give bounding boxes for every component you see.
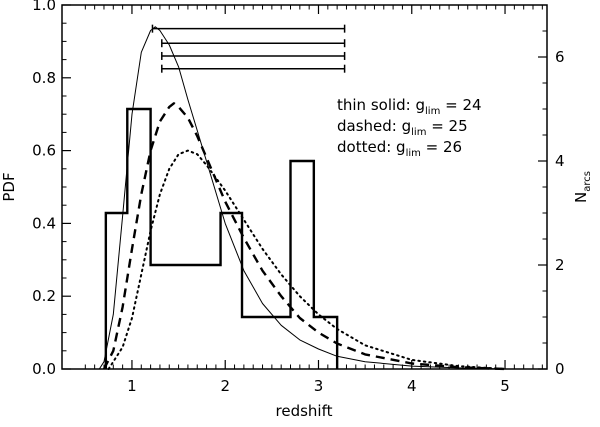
- x-axis: 1 2 3 4 5: [84, 5, 543, 395]
- error-bar: [161, 64, 346, 73]
- y-left-tick-label: 0.6: [32, 142, 56, 160]
- x-tick-label: 2: [220, 377, 230, 395]
- y-right-tick-label: 2: [555, 256, 565, 274]
- curve-dotted: [107, 149, 506, 370]
- curve-thin-solid: [98, 26, 506, 370]
- legend-entry: dashed: glim = 25: [337, 117, 468, 138]
- x-tick-label: 1: [127, 377, 137, 395]
- y-right-tick-label: 6: [555, 48, 565, 66]
- legend-entry-value: = 24: [440, 96, 481, 114]
- right-y-axis-title-main: N: [572, 192, 590, 203]
- right-y-axis-title-sub: arcs: [582, 171, 593, 192]
- legend-entry-prefix: dashed: g: [337, 117, 411, 135]
- x-tick-label: 3: [314, 377, 324, 395]
- right-y-axis: 0 2 4 6: [538, 30, 565, 378]
- plot-area: [98, 24, 506, 371]
- y-left-tick-label: 0.0: [32, 360, 56, 378]
- histogram-outline: [104, 107, 339, 369]
- legend-entry: dotted: glim = 26: [337, 138, 462, 159]
- y-left-tick-label: 0.8: [32, 69, 56, 87]
- x-axis-title: redshift: [276, 402, 333, 420]
- error-bar: [161, 39, 346, 48]
- legend-entry-value: = 25: [426, 117, 467, 135]
- right-y-axis-title: Narcs: [572, 171, 593, 203]
- y-right-tick-label: 4: [555, 152, 565, 170]
- x-tick-label: 5: [500, 377, 510, 395]
- legend-entry-prefix: thin solid: g: [337, 96, 425, 114]
- legend-entry-subscript: lim: [425, 106, 440, 117]
- curve-dashed: [102, 102, 506, 371]
- plot-frame: [61, 4, 548, 370]
- y-left-tick-label: 0.2: [32, 287, 56, 305]
- error-bar: [151, 24, 346, 33]
- y-right-tick-label: 0: [555, 360, 565, 378]
- legend-entry-prefix: dotted: g: [337, 138, 406, 156]
- left-y-axis-title: PDF: [0, 172, 18, 201]
- legend-entry-value: = 26: [421, 138, 462, 156]
- left-y-axis: 0.0 0.2 0.4 0.6 0.8 1.0: [32, 0, 71, 378]
- y-left-tick-label: 1.0: [32, 0, 56, 14]
- legend-entry-subscript: lim: [406, 148, 421, 159]
- legend-entry-subscript: lim: [411, 127, 426, 138]
- legend-entry: thin solid: glim = 24: [337, 96, 482, 117]
- error-bar: [161, 51, 346, 60]
- x-tick-label: 4: [407, 377, 417, 395]
- y-left-tick-label: 0.4: [32, 214, 56, 232]
